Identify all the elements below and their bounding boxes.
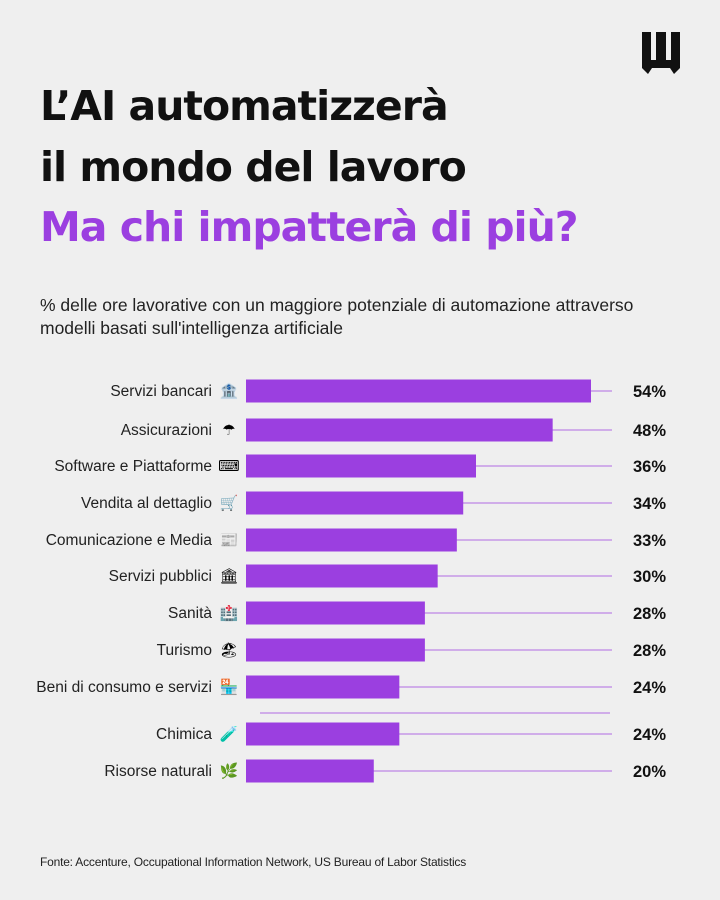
category-icon: 📰: [220, 531, 239, 549]
value-label: 20%: [633, 763, 666, 781]
title-line-1: L’AI automatizzerà: [40, 82, 449, 130]
category-icon: 🏪: [220, 678, 239, 696]
brand-logo-icon: [642, 32, 680, 74]
category-label: Turismo: [157, 642, 212, 659]
category-icon: 🏛: [219, 567, 238, 585]
value-label: 24%: [633, 679, 666, 697]
title-line-2: il mondo del lavoro: [40, 143, 467, 191]
value-label: 34%: [633, 495, 666, 513]
value-label: 48%: [633, 422, 666, 440]
category-icon: 🧪: [220, 725, 239, 743]
category-icon: ⌨: [218, 457, 240, 475]
bar: [246, 759, 374, 783]
category-label: Vendita al dettaglio: [81, 495, 212, 512]
bar: [246, 638, 425, 662]
category-label: Assicurazioni: [121, 422, 212, 439]
category-label: Software e Piattaforme: [54, 458, 212, 475]
value-label: 24%: [633, 726, 666, 744]
category-label: Servizi pubblici: [109, 568, 212, 585]
source-note: Fonte: Accenture, Occupational Informati…: [40, 855, 467, 869]
value-label: 30%: [633, 568, 666, 586]
category-label: Sanità: [168, 605, 212, 622]
title-line-3: Ma chi impatterà di più?: [40, 203, 579, 251]
bar: [246, 528, 457, 552]
category-label: Comunicazione e Media: [46, 532, 213, 549]
value-label: 36%: [633, 458, 666, 476]
category-icon: 🛒: [220, 494, 239, 512]
bar: [246, 379, 591, 403]
bar: [246, 454, 476, 478]
chart-subtitle: % delle ore lavorative con un maggiore p…: [40, 295, 634, 338]
category-label: Chimica: [156, 726, 212, 743]
category-icon: 🏦: [220, 382, 239, 400]
bar: [246, 722, 400, 746]
bar: [246, 564, 438, 588]
bar: [246, 418, 553, 442]
value-label: 33%: [633, 532, 666, 550]
value-label: 28%: [633, 642, 666, 660]
category-label: Risorse naturali: [104, 763, 212, 780]
category-label: Beni di consumo e servizi: [36, 679, 212, 696]
category-icon: ☂: [222, 421, 235, 439]
category-label: Servizi bancari: [110, 383, 212, 400]
category-icon: 🌿: [220, 762, 239, 780]
bar: [246, 675, 400, 699]
value-label: 54%: [633, 383, 666, 401]
value-label: 28%: [633, 605, 666, 623]
bar: [246, 601, 425, 625]
category-icon: 🏖: [219, 641, 238, 659]
category-icon: 🏥: [220, 604, 239, 622]
bar: [246, 491, 464, 515]
